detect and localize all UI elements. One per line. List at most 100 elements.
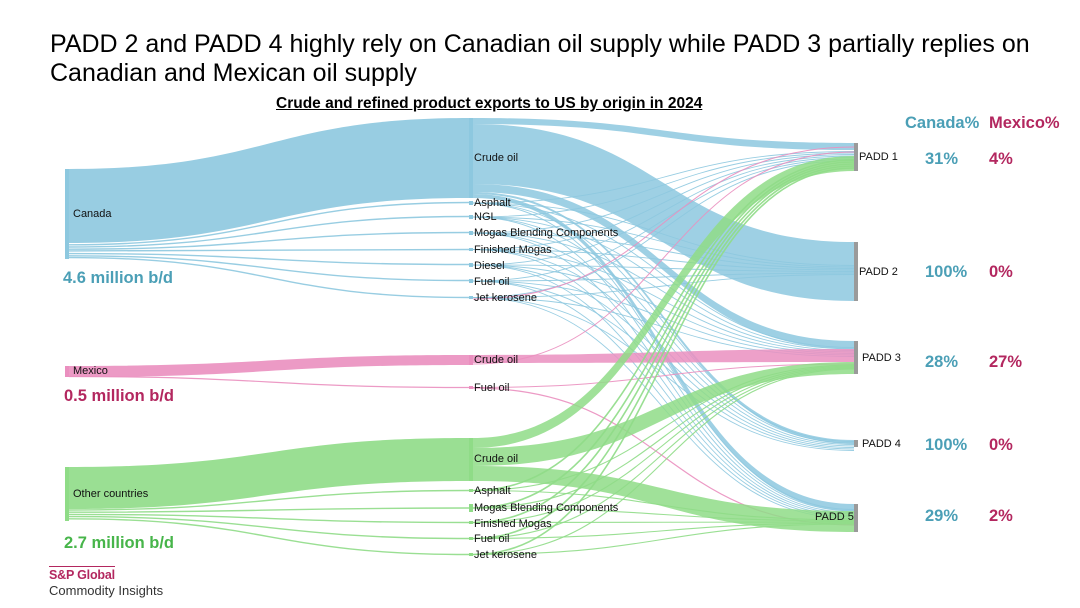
link-canada-prod3-dest1 [472, 154, 855, 234]
destination-label-padd2: PADD 2 [859, 266, 898, 278]
product-node-other-6 [469, 553, 473, 556]
product-label-other-4: Finished Mogas [474, 518, 552, 530]
product-node-canada-5 [469, 248, 473, 251]
link-other-prod5-padd1 [472, 167, 855, 556]
product-label-other-2: Asphalt [474, 485, 511, 497]
link-other-prod5-padd5 [472, 523, 855, 556]
destination-label-padd5: PADD 5 [815, 511, 854, 523]
link-other-product-1 [68, 489, 470, 511]
product-node-other-1 [469, 438, 473, 481]
product-node-other-4 [469, 521, 473, 524]
link-canada-prod3-dest3 [472, 232, 855, 351]
link-canada-crude-padd3 [473, 184, 854, 349]
product-label-canada-1: Crude oil [474, 152, 518, 164]
link-other-product-3 [68, 513, 470, 524]
link-mexico-fuel-oil [68, 375, 470, 389]
other-volume: 2.7 million b/d [64, 534, 175, 552]
link-other-prod1-padd1 [472, 159, 855, 492]
link-other-prod2-padd5 [472, 507, 855, 522]
link-canada-prod3-dest2 [472, 232, 855, 269]
link-other-product-4 [68, 515, 470, 540]
link-mexico-jet-padd1 [472, 146, 855, 300]
slide-title: PADD 2 and PADD 4 highly rely on Canadia… [50, 30, 1030, 87]
link-other-prod1-padd5 [472, 489, 855, 521]
product-label-canada-8: Jet kerosene [474, 292, 537, 304]
link-canada-prod4-dest4 [472, 249, 855, 447]
link-canada-prod4-dest1 [472, 155, 855, 250]
product-label-canada-5: Finished Mogas [474, 244, 552, 256]
product-label-mexico-1: Crude oil [474, 354, 518, 366]
product-label-other-1: Crude oil [474, 453, 518, 465]
mexico-share-header: Mexico% [989, 114, 1060, 132]
link-canada-product-5 [68, 252, 470, 266]
product-node-canada-1 [469, 118, 473, 198]
mexico-volume: 0.5 million b/d [64, 387, 175, 405]
origin-label-mexico: Mexico [73, 365, 108, 377]
destination-node-padd4 [854, 440, 858, 447]
link-canada-prod5-dest2 [472, 264, 855, 272]
link-canada-prod6-dest1 [472, 158, 855, 282]
link-canada-prod5-dest5 [472, 264, 855, 516]
link-mexico-fuel-padd3 [472, 363, 855, 388]
link-canada-prod2-dest2 [472, 216, 855, 268]
link-canada-product-2 [68, 215, 470, 248]
product-label-canada-3: NGL [474, 211, 497, 223]
link-other-prod3-padd1 [472, 163, 855, 524]
link-canada-prod1-dest2 [472, 202, 855, 266]
link-canada-product-7 [68, 256, 470, 299]
link-canada-prod1-dest1 [472, 151, 855, 204]
link-canada-prod3-dest5 [472, 232, 855, 513]
link-canada-prod2-dest4 [472, 216, 855, 444]
link-canada-prod4-dest5 [472, 249, 855, 515]
link-canada-crude-padd1 [473, 118, 854, 150]
padd3-canada-pct: 28% [925, 353, 959, 371]
product-label-mexico-2: Fuel oil [474, 382, 509, 394]
padd2-canada-pct: 100% [925, 263, 968, 281]
origin-node-canada [65, 169, 69, 259]
product-label-canada-6: Diesel [474, 260, 505, 272]
link-other-prod5-padd3 [472, 368, 855, 556]
product-node-canada-3 [469, 215, 473, 219]
padd2-mexico-pct: 0% [989, 263, 1013, 281]
link-canada-crude-oil [69, 118, 469, 243]
canada-share-header: Canada% [905, 114, 980, 132]
destination-node-padd2 [854, 242, 858, 301]
origin-node-other [65, 467, 69, 521]
link-canada-product-4 [68, 248, 470, 252]
product-node-canada-6 [469, 263, 473, 267]
link-canada-prod1-dest4 [472, 202, 855, 442]
link-other-product-5 [68, 518, 470, 556]
link-other-prod4-padd1 [472, 165, 855, 540]
link-canada-product-1 [68, 201, 470, 246]
origin-label-other: Other countries [73, 488, 149, 500]
product-node-canada-4 [469, 231, 473, 235]
product-label-canada-2: Asphalt [474, 197, 511, 209]
product-node-mexico-1 [469, 355, 473, 365]
flow-nodes [65, 118, 858, 556]
link-other-prod3-padd5 [472, 521, 855, 524]
link-canada-prod2-dest5 [472, 216, 855, 512]
link-canada-product-3 [68, 231, 470, 250]
product-node-canada-7 [469, 279, 473, 283]
destination-node-padd5 [854, 504, 858, 532]
link-other-prod2-padd3 [472, 365, 855, 509]
link-canada-prod7-dest4 [472, 297, 855, 451]
padd4-mexico-pct: 0% [989, 436, 1013, 454]
link-canada-prod2-dest3 [472, 216, 855, 350]
link-mexico-crude-oil [69, 355, 469, 377]
link-canada-prod6-dest2 [472, 272, 855, 282]
product-label-other-6: Jet kerosene [474, 549, 537, 561]
brand-logo: S&P Global [49, 566, 115, 582]
link-mexico-crude-padd3 [473, 349, 854, 363]
link-canada-product-6 [68, 255, 470, 282]
link-other-prod4-padd3 [472, 367, 855, 540]
product-label-other-5: Fuel oil [474, 533, 509, 545]
destination-node-padd3 [854, 341, 858, 374]
product-node-other-3 [469, 504, 473, 512]
brand-subtitle: Commodity Insights [49, 583, 164, 598]
link-canada-prod1-dest3 [472, 202, 855, 348]
product-node-canada-2 [469, 201, 473, 205]
link-other-prod4-padd5 [472, 522, 855, 540]
link-other-crude-padd1 [473, 156, 854, 448]
